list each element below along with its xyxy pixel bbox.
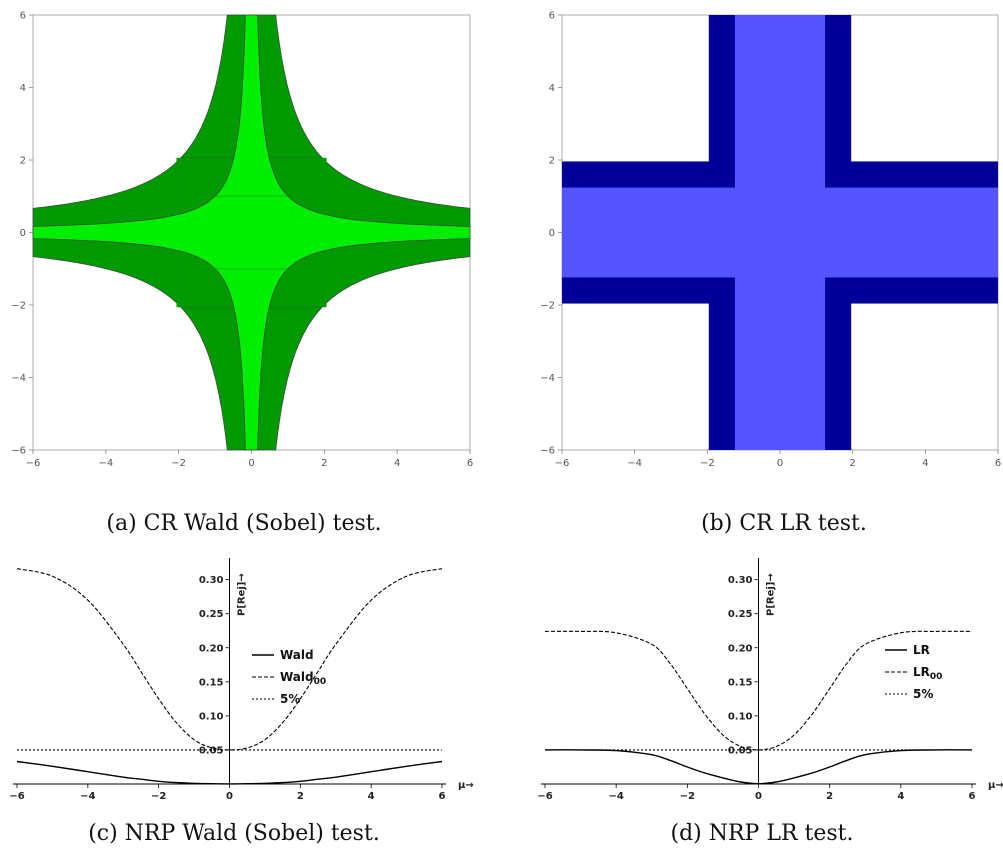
axis-ticks: −6−6 −4 −4 −2 −2 0 0 2 2 4 4 6 6 xyxy=(540,11,1001,470)
legend-label: LR00 xyxy=(913,665,942,682)
panel-d-nrp-lr: −6 −4 −2 0 2 4 6 0.05 0.10 0.15 0.20 0.25 0.30 μ→ P[Re… xyxy=(537,558,1003,802)
y-tick-label: 0.30 xyxy=(728,575,753,586)
x-tick-label: 6 xyxy=(467,458,473,469)
x-tick-label: 0 xyxy=(248,458,254,469)
x-tick-label: −6 xyxy=(9,791,24,802)
y-tick-label: 0.20 xyxy=(728,643,753,654)
y-tick-label: 4 xyxy=(20,83,26,94)
y-tick-label: 2 xyxy=(549,156,555,167)
y-tick-label: −4 xyxy=(540,373,555,384)
caption-a: (a) CR Wald (Sobel) test. xyxy=(106,511,381,536)
series-dashed-line xyxy=(16,568,443,751)
x-axis-label: μ→ xyxy=(988,780,1003,791)
x-tick-label: 0 xyxy=(777,458,783,469)
region-inner-center xyxy=(215,196,288,269)
x-tick-label: 6 xyxy=(439,791,446,802)
y-tick-label: 6 xyxy=(549,11,555,22)
x-tick-label: −2 xyxy=(151,791,166,802)
x-tick-label: −2 xyxy=(680,791,695,802)
x-tick-label: −6 xyxy=(537,791,552,802)
panel-c-nrp-wald: −6 −4 −2 0 2 4 6 0.05 0.10 0.15 0.20 0.25 0.30 μ→ P[Re… xyxy=(9,558,474,802)
x-ticks: −6 −4 −2 0 2 4 6 xyxy=(537,784,976,802)
y-ticks: 0.05 0.10 0.15 0.20 0.25 0.30 xyxy=(728,575,759,756)
y-tick-label: 0.30 xyxy=(199,575,224,586)
y-tick-label: 0.15 xyxy=(728,677,753,688)
y-tick-label: 0.25 xyxy=(199,609,224,620)
y-tick-label: 4 xyxy=(549,83,555,94)
y-tick-label: 0.05 xyxy=(728,745,753,756)
legend-label: LR xyxy=(913,643,930,657)
x-tick-label: −4 xyxy=(98,458,113,469)
legend-label: 5% xyxy=(913,687,933,701)
y-tick-label: 0 xyxy=(20,228,26,239)
x-tick-label: 0 xyxy=(755,791,762,802)
x-tick-label: −6 xyxy=(26,458,41,469)
legend-label: Wald xyxy=(280,648,314,662)
caption-b: (b) CR LR test. xyxy=(701,511,867,536)
y-tick-label: 6 xyxy=(20,11,26,22)
y-axis-label: P[Rej]→ xyxy=(237,573,248,616)
x-tick-label: −4 xyxy=(627,458,642,469)
x-tick-label: 6 xyxy=(969,791,976,802)
x-tick-label: −4 xyxy=(608,791,623,802)
legend-label: Wald00 xyxy=(280,670,326,687)
y-tick-label: −4 xyxy=(11,373,26,384)
legend: LR LR00 5% xyxy=(885,643,942,701)
x-tick-label: 4 xyxy=(368,791,375,802)
series-solid-line xyxy=(16,760,443,785)
x-tick-label: −4 xyxy=(80,791,95,802)
x-tick-label: 2 xyxy=(826,791,833,802)
x-tick-label: −6 xyxy=(555,458,570,469)
x-ticks: −6 −4 −2 0 2 4 6 xyxy=(9,784,446,802)
y-tick-label: −2 xyxy=(540,301,555,312)
y-tick-label: −6 xyxy=(11,446,26,457)
panel-a-cr-wald: −6−6 −4 −4 −2 −2 0 0 2 2 4 4 6 6 xyxy=(11,11,473,470)
x-tick-label: −2 xyxy=(700,458,715,469)
series-solid-line xyxy=(544,749,973,785)
y-ticks: 0.05 0.10 0.15 0.20 0.25 0.30 xyxy=(199,575,230,756)
panel-b-cr-lr: −6−6 −4 −4 −2 −2 0 0 2 2 4 4 6 6 xyxy=(540,11,1001,470)
legend-label: 5% xyxy=(280,692,300,706)
y-tick-label: −2 xyxy=(11,301,26,312)
y-tick-label: 0 xyxy=(549,228,555,239)
y-tick-label: 0.20 xyxy=(199,643,224,654)
x-axis-label: μ→ xyxy=(458,780,474,791)
x-tick-label: 4 xyxy=(394,458,400,469)
y-tick-label: 0.10 xyxy=(728,711,753,722)
y-tick-label: 2 xyxy=(20,156,26,167)
y-tick-label: 0.15 xyxy=(199,677,224,688)
y-tick-label: 0.25 xyxy=(728,609,753,620)
y-tick-label: 0.05 xyxy=(199,745,224,756)
caption-d: (d) NRP LR test. xyxy=(670,821,853,846)
x-tick-label: 4 xyxy=(897,791,904,802)
region-inner xyxy=(32,14,471,451)
axis-ticks: −6−6 −4 −4 −2 −2 0 0 2 2 4 4 6 6 xyxy=(11,11,473,470)
x-tick-label: 2 xyxy=(297,791,304,802)
y-tick-label: 0.10 xyxy=(199,711,224,722)
x-tick-label: 6 xyxy=(995,458,1001,469)
y-axis-label: P[Rej]→ xyxy=(766,573,777,616)
x-tick-label: 4 xyxy=(922,458,928,469)
x-tick-label: 2 xyxy=(849,458,855,469)
y-tick-label: −6 xyxy=(540,446,555,457)
x-tick-label: 0 xyxy=(226,791,233,802)
region-inner xyxy=(562,15,998,450)
caption-c: (c) NRP Wald (Sobel) test. xyxy=(88,821,380,846)
x-tick-label: −2 xyxy=(171,458,186,469)
legend: Wald Wald00 5% xyxy=(252,648,326,706)
region-inner-horizontal-band xyxy=(562,187,998,278)
x-tick-label: 2 xyxy=(321,458,327,469)
